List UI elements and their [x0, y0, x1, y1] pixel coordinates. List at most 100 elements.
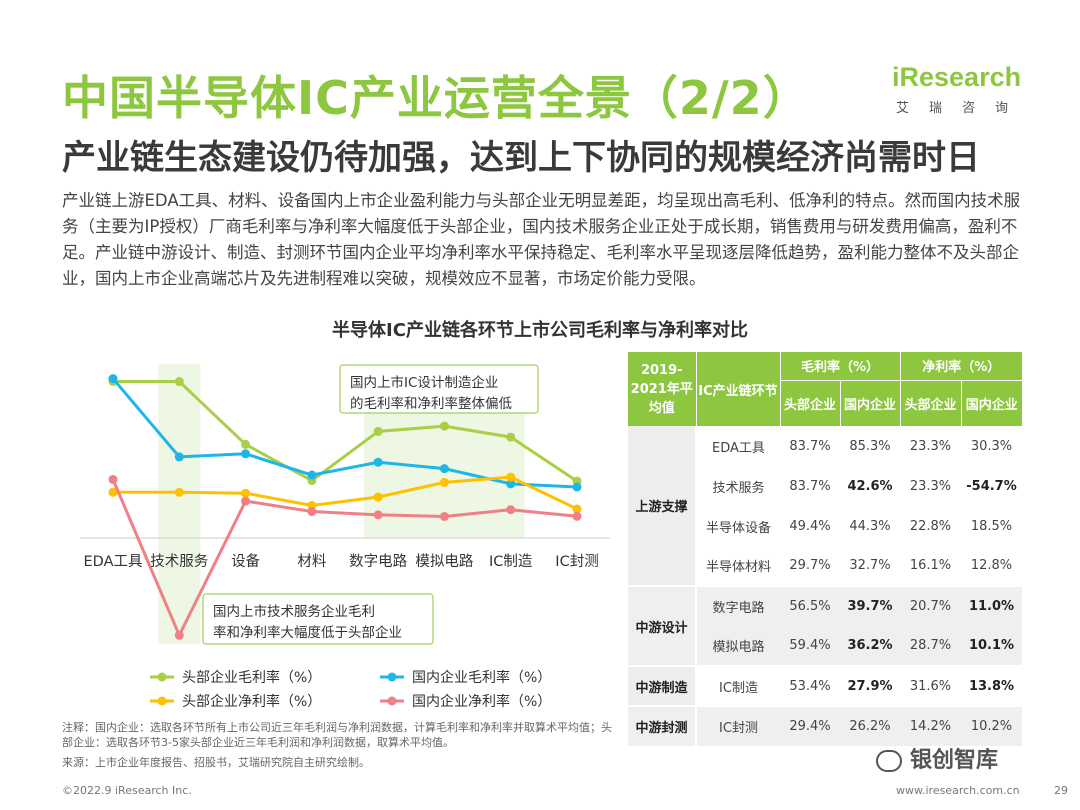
data-point [373, 426, 383, 436]
website-link[interactable]: www.iresearch.com.cn [896, 784, 1020, 797]
table-group-label: 中游封测 [628, 706, 697, 746]
table-net-domestic-header: 国内企业 [961, 379, 1022, 426]
table-value-cell: 14.2% [900, 706, 961, 746]
copyright: ©2022.9 iResearch Inc. [62, 784, 192, 797]
data-point [108, 474, 118, 484]
data-point [572, 504, 582, 514]
table-value-cell: -54.7% [966, 478, 1017, 494]
data-point [439, 477, 449, 487]
table-gross-head-header: 头部企业 [780, 379, 841, 426]
chart-title: 半导体IC产业链各环节上市公司毛利率与净利率对比 [332, 320, 748, 341]
table-value-cell: 20.7% [900, 586, 961, 626]
data-point [373, 492, 383, 502]
table-net-header: 净利率（%） [900, 352, 1022, 380]
wechat-icon [876, 750, 902, 772]
table-value-cell: 10.2% [961, 706, 1022, 746]
watermark: 银创智库 [876, 742, 998, 774]
page-number: 29 [1054, 784, 1068, 797]
source-note: 来源：上市企业年度报告、招股书，艾瑞研究院自主研究绘制。 [62, 756, 370, 769]
table-gross-header: 毛利率（%） [780, 352, 901, 380]
legend-label: 国内企业净利率（%） [412, 693, 551, 710]
table-segment-cell: 技术服务 [712, 480, 765, 496]
data-point [439, 421, 449, 431]
table-row: 中游封测 IC封测 29.4% 26.2% 14.2% 10.2% [628, 706, 1022, 746]
table-value-cell: 85.3% [849, 438, 891, 454]
table-value-cell: 29.4% [780, 706, 840, 746]
data-point [373, 510, 383, 520]
table-value-cell: 13.8% [968, 678, 1015, 694]
table-value-cell: 23.3% [909, 438, 952, 454]
legend-label: 头部企业净利率（%） [182, 693, 321, 710]
table-gross-domestic-header: 国内企业 [840, 379, 901, 426]
x-tick-label: IC封测 [555, 553, 598, 570]
data-point [174, 487, 184, 497]
series-line-1 [111, 377, 578, 489]
x-tick-label: 设备 [231, 553, 260, 570]
table-value-cell: 49.4% [789, 518, 831, 534]
page-title: 中国半导体IC产业运营全景（2/2） [62, 71, 810, 125]
data-point [572, 482, 582, 492]
line-chart: EDA工具 技术服务 设备 材料 数字电路 模拟电路 IC制造 IC封测 国内上市IC设计制造企… [80, 364, 610, 710]
data-point [174, 452, 184, 462]
data-point [241, 449, 251, 459]
table-value-cell: 11.0% [961, 586, 1022, 626]
table-value-cell: 36.2% [840, 626, 900, 666]
footnote: 注释：国内企业：选取各环节所有上市公司近三年毛利润与净利润数据，计算毛利率和净利… [62, 721, 612, 749]
data-point [506, 505, 516, 515]
margin-table: 2019-2021年平均值 IC产业链环节 毛利率（%） 净利率（%） 头部企业… [628, 352, 1022, 746]
table-corner-header: 2019-2021年平均值 [628, 352, 697, 426]
table-row: 模拟电路 59.4% 36.2% 28.7% 10.1% [628, 626, 1022, 666]
data-point [506, 432, 516, 442]
table-value-cell: 83.7% [789, 478, 831, 494]
x-tick-label: 模拟电路 [415, 553, 473, 570]
table-value-cell: 39.7% [840, 586, 900, 626]
annotation-tech-text: 率和净利率大幅度低于头部企业 [213, 624, 402, 641]
data-point [241, 496, 251, 506]
series-line-0 [113, 380, 578, 483]
table-value-cell: 10.1% [961, 626, 1022, 666]
table-value-cell: 18.5% [970, 518, 1013, 534]
data-point [174, 377, 184, 387]
table-value-cell: 31.6% [909, 678, 952, 694]
iresearch-logo: iResearch 艾瑞咨询 [892, 62, 1032, 124]
legend-label: 头部企业毛利率（%） [182, 669, 321, 686]
table-value-cell: 30.3% [970, 438, 1013, 454]
table-value-cell: 23.3% [909, 478, 952, 494]
table-segment-cell: 半导体设备 [705, 520, 771, 536]
table-net-head-header: 头部企业 [900, 379, 962, 426]
table-value-cell: 44.3% [849, 518, 891, 534]
series-line-3 [111, 478, 578, 639]
data-point [307, 507, 317, 517]
table-value-cell: 12.8% [970, 558, 1013, 573]
legend-marker [157, 672, 167, 682]
x-tick-label: 数字电路 [349, 553, 407, 570]
table-value-cell: 26.2% [840, 706, 900, 746]
table-value-cell: 16.1% [909, 558, 952, 573]
x-tick-label: 材料 [297, 553, 326, 570]
legend-marker [387, 672, 397, 682]
logo-main-text: iResearch [892, 62, 1022, 92]
data-point [241, 488, 251, 498]
table-value-cell: 83.7% [789, 438, 831, 454]
data-point [108, 374, 118, 384]
highlight-tech-service [158, 364, 201, 644]
table-segment-cell: 模拟电路 [696, 626, 780, 666]
annotation-design-text: 的毛利率和净利率整体偏低 [350, 395, 512, 412]
table-value-cell: 59.4% [780, 626, 840, 666]
table-value-cell: 27.9% [847, 678, 893, 694]
data-point [572, 511, 582, 521]
data-point [373, 457, 383, 467]
table-segment-cell: IC封测 [696, 706, 780, 746]
data-point [241, 439, 251, 449]
watermark-text: 银创智库 [910, 748, 999, 773]
table-group-label: 上游支撑 [628, 426, 697, 586]
x-tick-label: 技术服务 [150, 553, 208, 570]
annotation-design-box [339, 364, 539, 414]
data-point [439, 511, 449, 521]
table-row: 技术服务 83.7% 42.6% 23.3% -54.7% [628, 466, 1022, 506]
table-row: 半导体材料 29.7% 32.7% 16.1% 12.8% [628, 546, 1022, 586]
data-point [108, 487, 118, 497]
table-segment-cell: 半导体材料 [705, 560, 771, 575]
legend-label: 国内企业毛利率（%） [412, 669, 551, 686]
x-tick-label: EDA工具 [84, 554, 143, 570]
